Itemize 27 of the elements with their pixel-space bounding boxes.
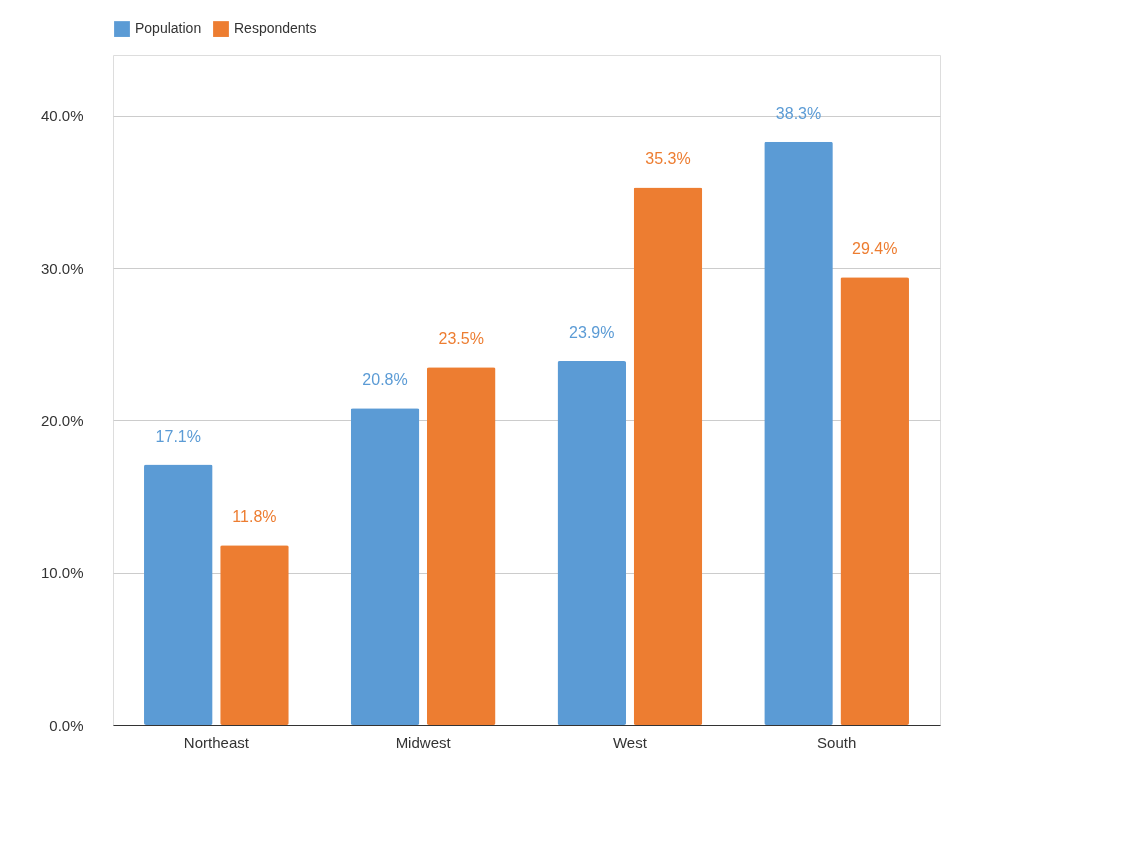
bar <box>350 408 420 725</box>
data-label: 23.9% <box>569 324 615 342</box>
y-tick-label: 30.0% <box>40 259 84 277</box>
bar <box>764 141 833 725</box>
y-tick-label: 40.0% <box>40 107 84 125</box>
y-tick-label: 20.0% <box>40 411 84 429</box>
legend-label: Population <box>135 20 202 37</box>
bar <box>426 367 496 725</box>
data-label: 23.5% <box>438 330 484 348</box>
y-tick-label: 10.0% <box>40 564 84 582</box>
data-label: 11.8% <box>232 508 277 526</box>
data-label: 38.3% <box>775 104 822 122</box>
data-label: 35.3% <box>645 150 691 168</box>
data-label: 17.1% <box>155 427 201 445</box>
data-label: 29.4% <box>852 240 898 258</box>
x-tick-label: Midwest <box>395 733 452 751</box>
bar <box>144 464 213 725</box>
y-tick-label: 0.0% <box>49 716 84 734</box>
legend-label: Respondents <box>234 20 317 37</box>
bar <box>840 277 909 725</box>
x-tick-label: South <box>817 733 857 751</box>
data-label: 20.8% <box>362 371 408 389</box>
x-tick-label: Northeast <box>183 733 250 751</box>
x-tick-label: West <box>612 733 648 751</box>
bar <box>557 361 627 725</box>
bar <box>220 545 289 725</box>
bar <box>633 187 703 725</box>
